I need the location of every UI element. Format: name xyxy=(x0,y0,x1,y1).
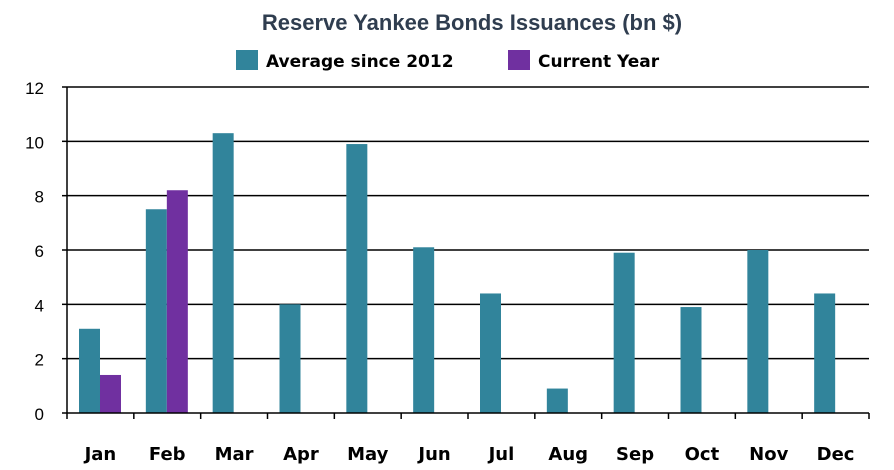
x-tick-label: Aug xyxy=(548,444,588,465)
y-tick-label: 4 xyxy=(35,296,44,315)
bar-average-dec xyxy=(814,293,836,413)
legend-swatch-current xyxy=(508,50,530,70)
bar-average-aug xyxy=(546,388,568,413)
bar-average-nov xyxy=(747,250,769,413)
bar-average-apr xyxy=(279,304,301,413)
legend-swatch-average xyxy=(236,50,258,70)
y-tick-label: 10 xyxy=(25,133,44,152)
bar-current-feb xyxy=(166,190,188,413)
y-tick-labels: 0 2 4 6 8 10 12 xyxy=(25,79,44,424)
x-tick-label: Dec xyxy=(817,444,855,465)
x-tick-label: Oct xyxy=(685,444,720,465)
x-tick-label: May xyxy=(347,444,389,465)
bar-average-jan xyxy=(79,328,100,413)
x-tick-label: Sep xyxy=(616,444,654,465)
bar-current-jan xyxy=(100,374,121,413)
x-tick-label: Feb xyxy=(149,444,186,465)
bar-average-mar xyxy=(212,133,234,413)
x-tick-label: Jun xyxy=(416,444,450,465)
bar-average-feb xyxy=(145,209,167,413)
x-tick-label: Jan xyxy=(83,444,117,465)
x-tick-label: Jul xyxy=(487,444,515,465)
bars xyxy=(79,133,836,414)
y-tick-label: 6 xyxy=(35,242,44,261)
axes xyxy=(62,86,870,419)
gridlines xyxy=(67,86,869,360)
y-tick-label: 12 xyxy=(25,79,44,98)
y-tick-label: 8 xyxy=(35,188,44,207)
x-tick-labels: Jan Feb Mar Apr May Jun Jul Aug Sep Oct Nov Dec xyxy=(83,444,855,465)
bar-average-jul xyxy=(480,293,501,413)
bar-average-jun xyxy=(413,247,435,413)
legend: Average since 2012 Current Year xyxy=(236,50,660,72)
y-tick-label: 0 xyxy=(35,405,44,424)
x-tick-label: Mar xyxy=(215,444,254,465)
bar-average-oct xyxy=(680,307,702,413)
x-tick-label: Apr xyxy=(283,444,319,465)
chart-title: Reserve Yankee Bonds Issuances (bn $) xyxy=(262,10,682,35)
y-tick-label: 2 xyxy=(35,351,44,370)
x-tick-label: Nov xyxy=(749,444,788,465)
legend-label-current: Current Year xyxy=(538,52,660,72)
bar-average-sep xyxy=(613,252,635,413)
legend-label-average: Average since 2012 xyxy=(266,52,454,72)
bar-average-may xyxy=(346,144,368,414)
